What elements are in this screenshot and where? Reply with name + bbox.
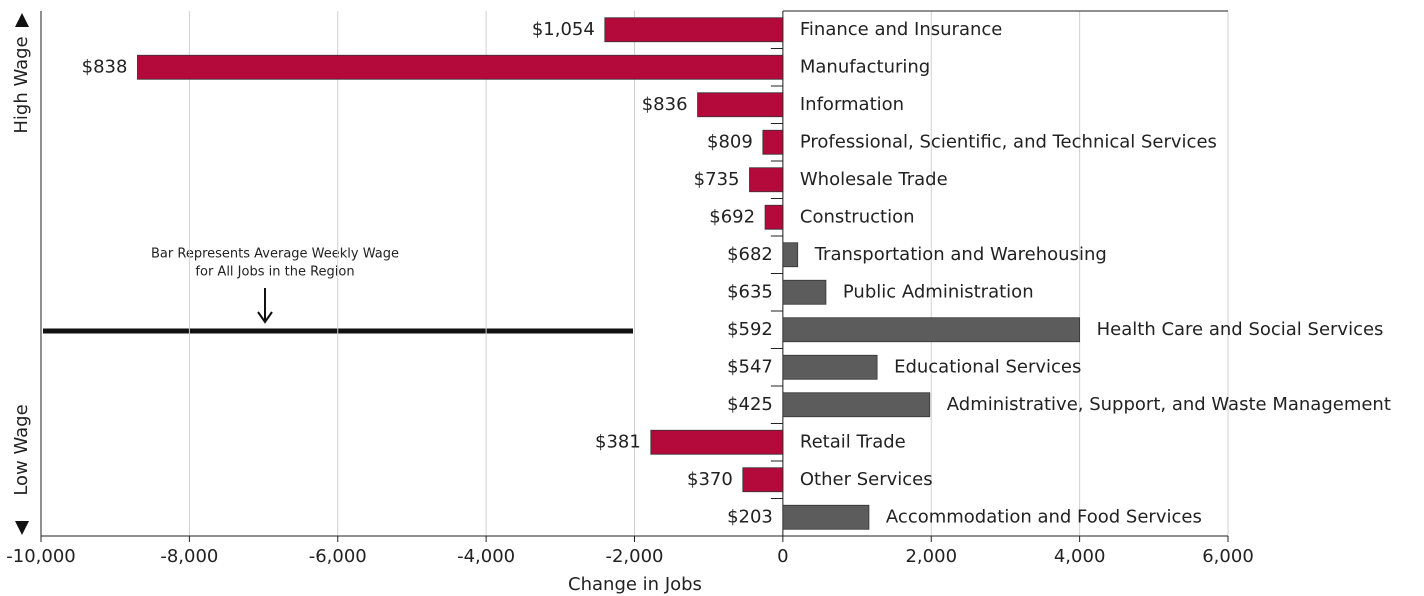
bar xyxy=(137,54,784,80)
x-tick-label: 0 xyxy=(777,546,788,567)
bar xyxy=(782,504,870,530)
bar xyxy=(782,317,1081,343)
x-tick-label: -10,000 xyxy=(6,546,75,567)
category-label: Administrative, Support, and Waste Manag… xyxy=(947,394,1391,415)
annotation-arrow-head xyxy=(257,311,273,324)
category-label: Professional, Scientific, and Technical … xyxy=(800,131,1217,152)
bar xyxy=(782,354,878,380)
category-label: Public Administration xyxy=(843,281,1034,302)
x-tick-label: -8,000 xyxy=(160,546,218,567)
bar xyxy=(749,167,784,193)
wage-label: $592 xyxy=(727,319,773,340)
bar xyxy=(782,242,799,268)
bar xyxy=(604,17,784,43)
category-label: Transportation and Warehousing xyxy=(814,244,1107,265)
down-arrow xyxy=(15,521,29,535)
category-label: Finance and Insurance xyxy=(800,19,1002,40)
wage-label: $425 xyxy=(727,394,773,415)
x-tick-label: -4,000 xyxy=(457,546,515,567)
x-tick-label: -6,000 xyxy=(309,546,367,567)
up-arrow xyxy=(15,13,29,27)
low-wage-label: Low Wage xyxy=(11,404,32,495)
x-tick-label: 2,000 xyxy=(905,546,957,567)
annotation: for All Jobs in the Region xyxy=(195,265,354,280)
wage-label: $838 xyxy=(82,56,128,77)
bar xyxy=(742,467,784,493)
category-label: Educational Services xyxy=(894,356,1081,377)
wage-label: $381 xyxy=(595,431,641,452)
wage-label: $836 xyxy=(642,94,688,115)
category-label: Wholesale Trade xyxy=(800,169,948,190)
category-label: Information xyxy=(800,94,904,115)
wage-label: $203 xyxy=(727,506,773,527)
wage-label: $1,054 xyxy=(532,19,595,40)
wage-label: $370 xyxy=(687,469,733,490)
category-label: Retail Trade xyxy=(800,431,906,452)
bar xyxy=(697,92,784,118)
wage-label: $735 xyxy=(694,169,740,190)
x-tick-label: -2,000 xyxy=(605,546,663,567)
x-axis-title: Change in Jobs xyxy=(568,574,702,595)
bar xyxy=(764,204,784,230)
wage-label: $635 xyxy=(727,281,773,302)
category-label: Health Care and Social Services xyxy=(1097,319,1384,340)
wage-label: $692 xyxy=(709,206,755,227)
wage-label: $809 xyxy=(707,131,753,152)
category-label: Construction xyxy=(800,206,915,227)
x-tick-label: 4,000 xyxy=(1054,546,1106,567)
x-tick-label: 6,000 xyxy=(1202,546,1254,567)
annotation: Bar Represents Average Weekly Wage xyxy=(151,247,399,262)
bar xyxy=(650,429,784,455)
bar xyxy=(762,129,784,155)
category-label: Other Services xyxy=(800,469,933,490)
high-wage-label: High Wage xyxy=(11,36,32,133)
wage-label: $547 xyxy=(727,356,773,377)
category-label: Manufacturing xyxy=(800,56,930,77)
bar xyxy=(782,279,827,305)
wage-label: $682 xyxy=(727,244,773,265)
category-label: Accommodation and Food Services xyxy=(886,506,1202,527)
bar xyxy=(782,392,931,418)
